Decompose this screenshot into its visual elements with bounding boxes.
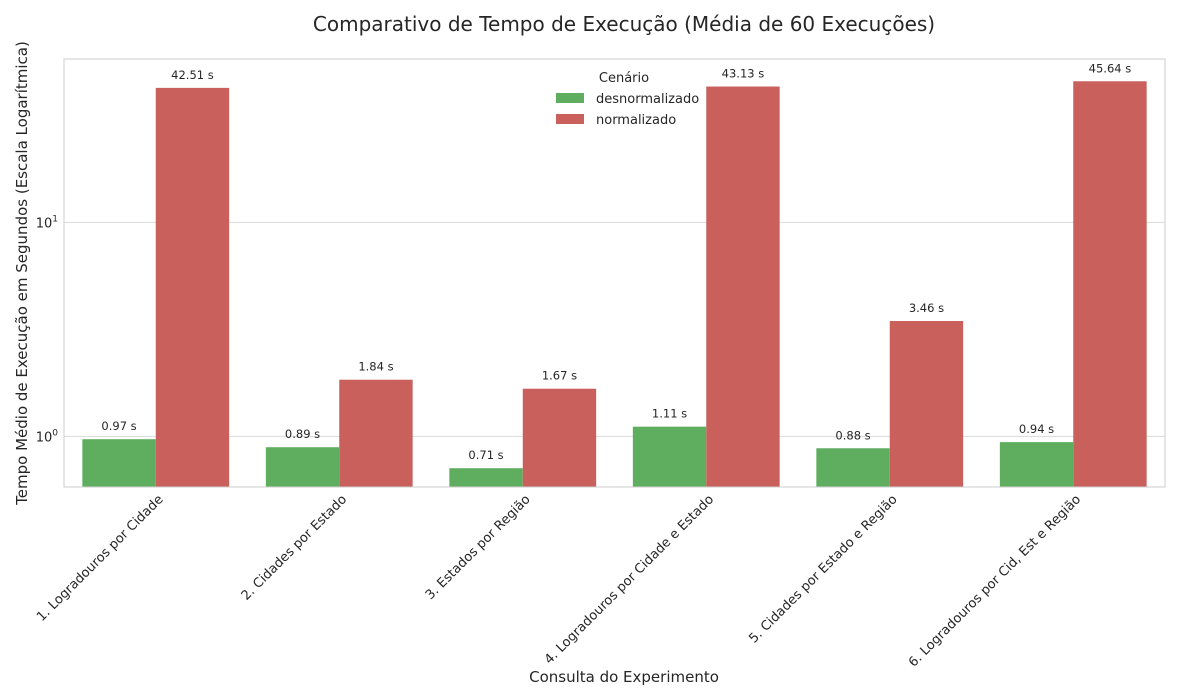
value-labels-group: 0.97 s 42.51 s 0.89 s 1.84 s 0.71 s 1.67 s 1.1… <box>101 61 1131 462</box>
bar-normalizado-2 <box>339 379 413 487</box>
bar-normalizado-6 <box>1073 81 1147 488</box>
y-tick-label-1: 101 <box>36 214 58 231</box>
value-label-desnormalizado-1: 0.97 s <box>101 419 136 433</box>
value-label-normalizado-3: 1.67 s <box>542 369 577 383</box>
bar-desnormalizado-6 <box>999 442 1074 487</box>
chart-title: Comparativo de Tempo de Execução (Média … <box>313 12 935 36</box>
value-label-normalizado-4: 43.13 s <box>722 67 765 81</box>
x-tick-label-3: 3. Estados por Região <box>423 492 534 603</box>
value-label-normalizado-1: 42.51 s <box>171 68 214 82</box>
bar-desnormalizado-1 <box>82 439 156 487</box>
bar-normalizado-5 <box>889 321 964 487</box>
x-tick-label-1: 1. Logradouros por Cidade <box>34 492 166 624</box>
y-axis-ticks: 100 101 <box>36 214 59 445</box>
bar-desnormalizado-2 <box>265 447 340 487</box>
x-tick-label-6: 6. Logradouros por Cid, Est e Região <box>906 492 1084 670</box>
value-label-normalizado-2: 1.84 s <box>358 360 393 374</box>
value-label-desnormalizado-5: 0.88 s <box>835 428 870 442</box>
x-tick-label-4: 4. Logradouros por Cidade e Estado <box>542 492 717 667</box>
bar-normalizado-3 <box>522 388 597 487</box>
x-tick-label-5: 5. Cidades por Estado e Região <box>746 492 900 646</box>
bar-desnormalizado-5 <box>816 448 890 487</box>
value-label-desnormalizado-4: 1.11 s <box>652 407 687 421</box>
legend-title: Cenário <box>599 71 649 86</box>
bar-normalizado-4 <box>706 86 780 487</box>
legend: Cenário desnormalizado normalizado <box>556 71 699 128</box>
value-label-desnormalizado-6: 0.94 s <box>1019 422 1054 436</box>
value-label-desnormalizado-2: 0.89 s <box>285 427 320 441</box>
bar-desnormalizado-3 <box>449 468 523 487</box>
legend-swatch-desnormalizado <box>556 93 584 103</box>
bar-desnormalizado-4 <box>632 426 707 487</box>
plot-frame <box>63 58 1166 488</box>
value-label-desnormalizado-3: 0.71 s <box>468 448 503 462</box>
legend-label-normalizado: normalizado <box>596 113 676 128</box>
x-tick-label-2: 2. Cidades por Estado <box>239 492 350 603</box>
bar-normalizado-1 <box>155 87 230 487</box>
grid-lines <box>64 221 1165 437</box>
x-axis-label: Consulta do Experimento <box>529 668 719 686</box>
x-axis-ticks: 1. Logradouros por Cidade 2. Cidades por … <box>34 492 1084 670</box>
bars-group <box>82 81 1147 488</box>
y-tick-label-0: 100 <box>36 428 59 445</box>
y-axis-label: Tempo Médio de Execução em Segundos (Esc… <box>13 41 31 506</box>
value-label-normalizado-6: 45.64 s <box>1089 61 1132 75</box>
value-label-normalizado-5: 3.46 s <box>909 301 944 315</box>
legend-label-desnormalizado: desnormalizado <box>596 92 699 107</box>
legend-swatch-normalizado <box>556 114 584 124</box>
